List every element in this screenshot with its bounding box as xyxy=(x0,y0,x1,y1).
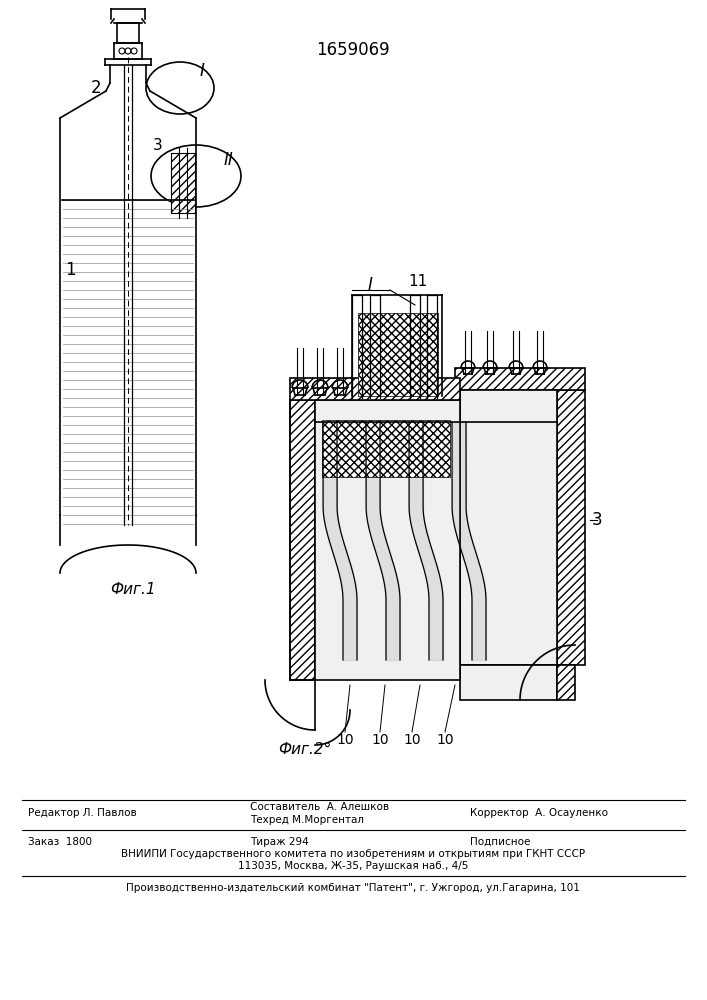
Bar xyxy=(322,420,450,477)
Text: ВНИИПИ Государственного комитета по изобретениям и открытиям при ГКНТ СССР: ВНИИПИ Государственного комитета по изоб… xyxy=(121,849,585,859)
Text: Редактор Л. Павлов: Редактор Л. Павлов xyxy=(28,808,136,818)
Text: Производственно-издательский комбинат "Патент", г. Ужгород, ул.Гагарина, 101: Производственно-издательский комбинат "П… xyxy=(126,883,580,893)
Text: 10: 10 xyxy=(337,733,354,747)
Text: Составитель  А. Алешков: Составитель А. Алешков xyxy=(250,802,389,812)
Text: Корректор  А. Осауленко: Корректор А. Осауленко xyxy=(470,808,608,818)
Bar xyxy=(455,368,585,390)
Text: Фиг.2°: Фиг.2° xyxy=(279,742,332,758)
Text: 11: 11 xyxy=(409,274,428,290)
Text: 10: 10 xyxy=(371,733,389,747)
Bar xyxy=(315,400,460,680)
Bar xyxy=(290,400,315,680)
Bar xyxy=(460,665,557,700)
Text: I: I xyxy=(199,62,204,80)
Bar xyxy=(557,665,575,700)
Text: 113035, Москва, Ж-35, Раушская наб., 4/5: 113035, Москва, Ж-35, Раушская наб., 4/5 xyxy=(238,861,468,871)
Text: 1659069: 1659069 xyxy=(316,41,390,59)
Bar xyxy=(358,313,438,396)
Bar xyxy=(290,378,460,400)
Bar xyxy=(171,153,195,213)
Text: Техред М.Моргентал: Техред М.Моргентал xyxy=(250,815,364,825)
Text: 1: 1 xyxy=(64,261,76,279)
Text: Подписное: Подписное xyxy=(470,837,530,847)
Text: 2: 2 xyxy=(90,79,101,97)
Text: Тираж 294: Тираж 294 xyxy=(250,837,309,847)
Text: 10: 10 xyxy=(403,733,421,747)
Text: 10: 10 xyxy=(436,733,454,747)
Bar xyxy=(557,390,585,665)
Text: 3: 3 xyxy=(592,511,602,529)
Text: 3: 3 xyxy=(153,138,163,153)
Text: Заказ  1800: Заказ 1800 xyxy=(28,837,92,847)
Text: Фиг.1: Фиг.1 xyxy=(110,582,156,597)
Text: II: II xyxy=(223,151,233,169)
Bar xyxy=(460,390,557,665)
Text: I: I xyxy=(368,276,373,294)
